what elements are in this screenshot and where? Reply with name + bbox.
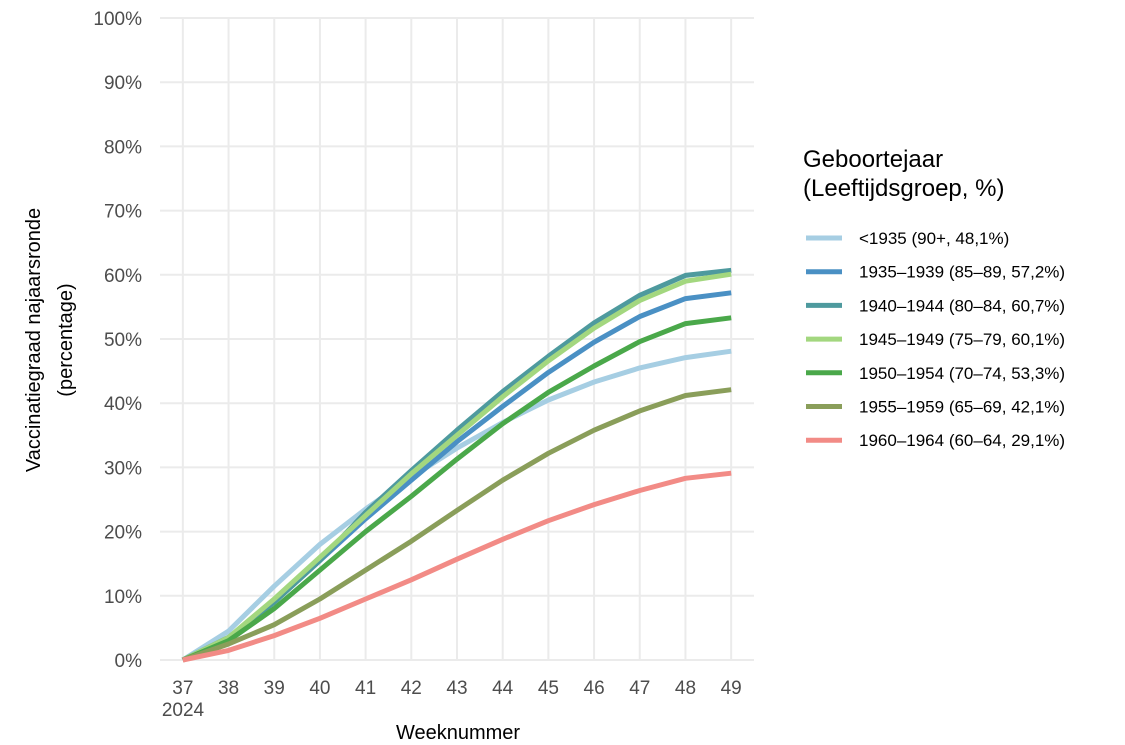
x-tick-label: 41 [355,678,376,699]
x-axis-year-label: 2024 [162,700,205,721]
y-tick-label: 0% [115,651,143,672]
y-tick-label: 80% [104,137,142,158]
legend: Geboortejaar (Leeftijdsgroep, %) <1935 (… [803,146,1065,450]
series-line-6 [182,470,732,663]
legend-label-3: 1945–1949 (75–79, 60,1%) [859,330,1065,349]
x-axis-title: Weeknummer [396,722,520,744]
x-tick-label: 42 [401,678,422,699]
legend-title-line2: (Leeftijdsgroep, %) [803,175,1004,202]
x-tick-label: 45 [538,678,559,699]
legend-label-4: 1950–1954 (70–74, 53,3%) [859,364,1065,383]
x-tick-label: 39 [264,678,285,699]
grid [160,17,754,661]
legend-title-line1: Geboortejaar [803,146,943,173]
x-axis-tick-labels: 37 38 39 40 41 42 43 44 45 46 47 48 49 [172,678,741,699]
legend-label-6: 1960–1964 (60–64, 29,1%) [859,431,1065,450]
y-axis-title-line2: (percentage) [55,283,77,396]
y-axis-tick-labels: 0% 10% 20% 30% 40% 50% 60% 70% 80% 90% 100% [93,9,142,672]
x-tick-label: 37 [172,678,193,699]
series-line-3 [181,271,732,663]
x-tick-label: 44 [492,678,514,699]
y-tick-label: 90% [104,73,142,94]
legend-label-2: 1940–1944 (80–84, 60,7%) [859,296,1065,315]
y-tick-label: 30% [104,458,142,479]
y-axis-title-line1: Vaccinatiegraad najaarsronde [23,208,45,472]
legend-label-1: 1935–1939 (85–89, 57,2%) [859,263,1065,282]
y-tick-label: 60% [104,266,142,287]
y-tick-label: 20% [104,523,142,544]
series-line-0 [181,348,732,663]
y-tick-label: 70% [104,202,142,223]
x-tick-label: 43 [446,678,467,699]
x-tick-label: 47 [629,678,650,699]
legend-label-5: 1955–1959 (65–69, 42,1%) [859,398,1065,417]
series-line-4 [181,315,732,663]
y-tick-label: 100% [93,9,142,30]
x-tick-label: 49 [721,678,742,699]
x-tick-label: 40 [309,678,330,699]
y-tick-label: 10% [104,587,142,608]
x-tick-label: 48 [675,678,696,699]
series-lines [181,267,732,663]
x-tick-label: 38 [218,678,239,699]
legend-label-0: <1935 (90+, 48,1%) [859,229,1009,248]
x-tick-label: 46 [584,678,605,699]
y-tick-label: 40% [104,394,142,415]
y-tick-label: 50% [104,330,142,351]
series-line-5 [181,387,732,663]
legend-items: <1935 (90+, 48,1%) 1935–1939 (85–89, 57,2… [806,229,1065,450]
